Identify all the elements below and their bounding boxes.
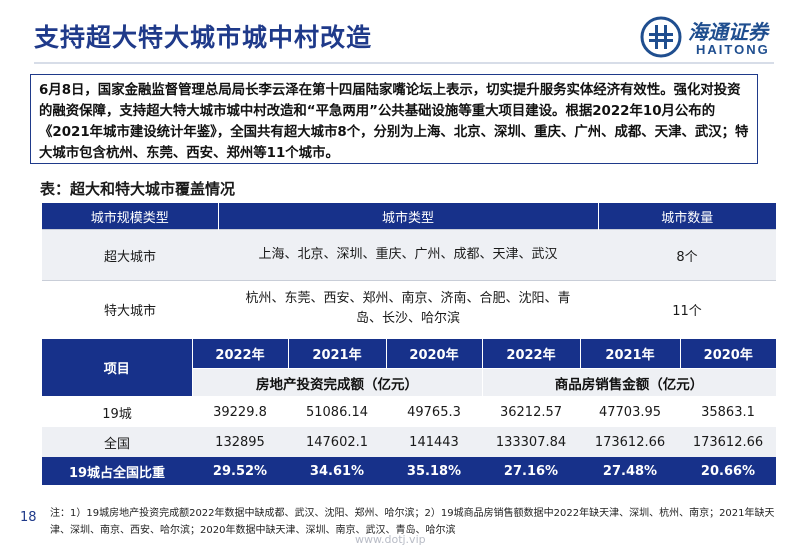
row-count: 8个	[598, 229, 776, 281]
page-number: 18	[20, 510, 37, 525]
table-cell: 173612.66	[680, 427, 776, 457]
row-label: 19城占全国比重	[42, 457, 192, 485]
table-cell: 20.66%	[680, 457, 776, 485]
row-cities: 杭州、东莞、西安、郑州、南京、济南、合肥、沈阳、青岛、长沙、哈尔滨	[218, 280, 598, 337]
row-label: 全国	[42, 427, 192, 457]
header-year: 2022年	[192, 339, 289, 369]
header-city-type: 城市类型	[218, 203, 599, 230]
table-cell: 147602.1	[288, 427, 386, 457]
table-cell: 173612.66	[580, 427, 680, 457]
logo-english-name: HAITONG	[696, 42, 770, 57]
table-row: 全国 132895 147602.1 141443 133307.84 1736…	[42, 427, 776, 457]
real-estate-table: 项目 2022年 2021年 2020年 2022年 2021年 2020年 房…	[42, 339, 777, 485]
table-row: 超大城市 上海、北京、深圳、重庆、广州、成都、天津、武汉 8个	[42, 229, 776, 281]
table-row-total: 19城占全国比重 29.52% 34.61% 35.18% 27.16% 27.…	[42, 457, 776, 485]
table-cell: 27.16%	[482, 457, 580, 485]
haitong-logo: 海通证券 HAITONG	[640, 14, 780, 60]
table-cell: 39229.8	[192, 396, 288, 427]
table-row: 特大城市 杭州、东莞、西安、郑州、南京、济南、合肥、沈阳、青岛、长沙、哈尔滨 1…	[42, 280, 776, 337]
row-label: 19城	[42, 396, 192, 427]
haitong-logo-icon	[640, 16, 682, 58]
table-cell: 51086.14	[288, 396, 386, 427]
row-cities: 上海、北京、深圳、重庆、广州、成都、天津、武汉	[218, 229, 598, 281]
title-divider	[34, 62, 774, 64]
city-coverage-table: 城市规模类型 城市类型 城市数量 超大城市 上海、北京、深圳、重庆、广州、成都、…	[42, 203, 776, 337]
table-cell: 141443	[386, 427, 482, 457]
table-cell: 29.52%	[192, 457, 288, 485]
header-city-count: 城市数量	[598, 203, 776, 230]
header-item: 项目	[42, 339, 193, 397]
row-count: 11个	[598, 280, 776, 337]
header-year: 2021年	[580, 339, 681, 369]
table-cell: 49765.3	[386, 396, 482, 427]
table-cell: 132895	[192, 427, 288, 457]
header-year: 2022年	[482, 339, 581, 369]
table-cell: 36212.57	[482, 396, 580, 427]
intro-text-box: 6月8日，国家金融监督管理总局局长李云泽在第十四届陆家嘴论坛上表示，切实提升服务…	[30, 74, 758, 164]
row-scale-type: 特大城市	[42, 280, 218, 337]
header-scale-type: 城市规模类型	[42, 203, 219, 230]
page-title: 支持超大特大城市城中村改造	[34, 23, 373, 52]
table-row: 19城 39229.8 51086.14 49765.3 36212.57 47…	[42, 396, 776, 427]
table-cell: 27.48%	[580, 457, 680, 485]
section-title: 表：超大和特大城市覆盖情况	[40, 180, 236, 198]
header-year: 2021年	[288, 339, 387, 369]
row-scale-type: 超大城市	[42, 229, 218, 281]
table-cell: 133307.84	[482, 427, 580, 457]
table-cell: 47703.95	[580, 396, 680, 427]
footnote: 注：1）19城房地产投资完成额2022年数据中缺成都、武汉、沈阳、郑州、哈尔滨；…	[50, 508, 775, 536]
logo-chinese-name: 海通证券	[688, 20, 768, 44]
header-year: 2020年	[680, 339, 776, 369]
table-cell: 35863.1	[680, 396, 776, 427]
watermark: www.dotj.vip	[355, 533, 426, 546]
header-group-investment: 房地产投资完成额（亿元）	[192, 368, 483, 397]
header-group-sales: 商品房销售金额（亿元）	[482, 368, 777, 397]
header-year: 2020年	[386, 339, 483, 369]
table-cell: 34.61%	[288, 457, 386, 485]
table-cell: 35.18%	[386, 457, 482, 485]
